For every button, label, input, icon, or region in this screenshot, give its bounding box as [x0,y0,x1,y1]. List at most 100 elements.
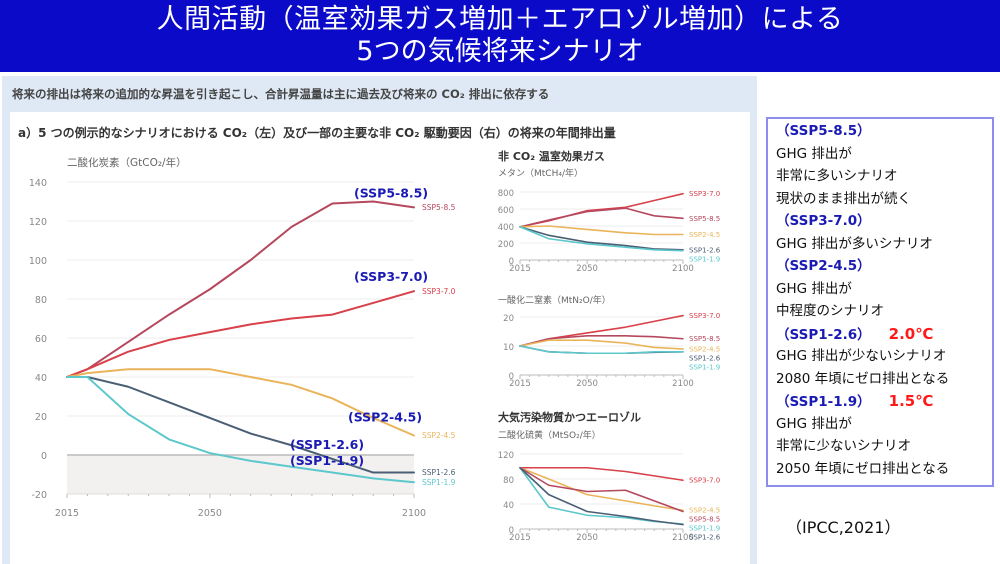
scenario-description: GHG 排出が [776,280,852,298]
series-line-ssp245 [519,466,684,512]
x-tick-label: 2015 [509,379,531,389]
scenario-line-text: 非常に多いシナリオ [776,168,898,184]
scenario-description: 非常に少ないシナリオ [776,437,911,455]
x-tick-label: 2100 [672,379,694,389]
scenario-line-text: （SSP2-4.5） [776,258,871,274]
scenario-line-text: （SSP3-7.0） [776,213,871,229]
scenario-line-text: 2050 年頃にゼロ排出となる [776,460,950,477]
y-tick-label: 200 [498,240,514,250]
y-tick-label: -20 [31,490,47,501]
x-tick-label: 2050 [576,533,598,543]
scenario-description: 2050 年頃にゼロ排出となる [776,460,949,478]
scenario-line-text: 中程度のシナリオ [776,303,884,319]
series-end-label: SSP5-8.5 [422,203,456,212]
scenario-line-text: GHG 排出が [776,145,852,162]
scenario-line-text: 非常に少ないシナリオ [776,438,911,454]
series-end-label: SSP3-7.0 [689,190,720,198]
scenario-annotation: (SSP2-4.5) [348,410,422,425]
series-end-label: SSP5-8.5 [689,335,720,343]
series-line-ssp119 [66,376,415,484]
scenario-line-text: 現状のまま排出が続く [776,190,911,207]
chart-group-title: 非 CO₂ 温室効果ガス [498,149,605,163]
scenario-annotation: (SSP3-7.0) [354,269,428,284]
x-tick-label: 2015 [55,508,79,519]
y-tick-label: 0 [41,451,47,462]
scenario-line-text: （SSP1-2.6） [776,326,871,343]
x-tick-label: 2015 [509,533,531,543]
scenario-legend-box: （SSP5-8.5） GHG 排出が 非常に多いシナリオ 現状のまま排出が続く （SSP… [766,117,994,487]
chart-title: 一酸化二窒素（MtN₂O/年） [498,294,611,306]
scenario-heading: （SSP1-2.6） 2.0℃ [776,325,933,344]
series-end-label: SSP1-1.9 [689,363,720,371]
scenario-description: GHG 排出が [776,415,852,433]
scenario-line-text: GHG 排出が [776,280,852,297]
series-end-label: SSP1-2.6 [422,468,456,477]
scenario-line-text: GHG 排出が多いシナリオ [776,235,933,252]
title-line-1: 人間活動（温室効果ガス増加＋エアロゾル増加）による [156,4,844,35]
scenario-annotation: (SSP1-1.9) [290,453,364,468]
series-end-label: SSP2-4.5 [689,345,720,353]
y-tick-label: 40 [503,501,514,511]
chart-title: 二酸化炭素（GtCO₂/年） [67,156,187,169]
y-tick-label: 140 [29,178,47,189]
scenario-description: 2080 年頃にゼロ排出となる [776,370,949,388]
series-line-ssp245 [66,368,415,437]
series-line-ssp119 [519,226,684,252]
series-end-label: SSP3-7.0 [422,287,456,296]
scenario-heading: （SSP5-8.5） [776,122,871,140]
series-line-ssp585 [519,466,684,513]
series-end-label: SSP1-2.6 [689,246,721,254]
y-tick-label: 80 [503,476,514,486]
scenario-line-text: GHG 排出が [776,415,852,432]
x-tick-label: 2100 [672,264,694,274]
y-tick-label: 120 [29,217,47,228]
negative-region [67,455,414,494]
y-tick-label: 20 [503,314,514,324]
x-tick-label: 2015 [509,264,531,274]
y-tick-label: 400 [498,223,514,233]
y-tick-label: 40 [35,373,47,384]
series-line-ssp585 [66,200,415,378]
scenario-line-text: 2080 年頃にゼロ排出となる [776,370,950,387]
section-title: a）5 つの例示的なシナリオにおける CO₂（左）及び一部の主要な非 CO₂ 駆… [18,126,616,140]
series-line-ssp585 [519,335,684,347]
series-end-label: SSP2-4.5 [689,231,720,239]
series-line-ssp126 [519,226,684,251]
scenario-description: GHG 排出が多いシナリオ [776,235,933,253]
series-end-label: SSP1-2.6 [689,534,721,542]
series-line-ssp370 [519,466,684,482]
scenario-annotation: (SSP1-2.6) [290,437,364,452]
y-tick-label: 600 [498,206,514,216]
y-tick-label: 120 [498,451,514,461]
x-tick-label: 2050 [576,264,598,274]
scenario-line-text: （SSP5-8.5） [776,123,871,139]
x-tick-label: 2050 [198,508,222,519]
y-tick-label: 800 [498,189,514,199]
series-end-label: SSP1-1.9 [689,255,720,263]
series-end-label: SSP5-8.5 [689,516,720,524]
warming-level: 1.5℃ [888,392,934,410]
scenario-description: 現状のまま排出が続く [776,190,911,208]
series-end-label: SSP5-8.5 [689,215,720,223]
series-end-label: SSP1-1.9 [422,478,456,487]
series-line-ssp585 [519,207,684,228]
x-tick-label: 2050 [576,379,598,389]
non-co2-charts: 非 CO₂ 温室効果ガスメタン（MtCH₄/年）8006004002000201… [498,149,721,543]
series-line-ssp119 [519,345,684,355]
figure-subtitle: 将来の排出は将来の追加的な昇温を引き起こし、合計昇温量は主に過去及び将来の CO… [12,87,550,101]
chart-title: メタン（MtCH₄/年） [498,167,583,179]
scenario-description: 非常に多いシナリオ [776,167,898,185]
y-tick-label: 0 [509,372,514,382]
series-end-label: SSP3-7.0 [689,312,720,320]
series-end-label: SSP2-4.5 [422,431,456,440]
y-tick-label: 0 [509,257,514,267]
series-line-ssp245 [519,225,684,236]
chart-0: 二酸化炭素（GtCO₂/年） 140 120 100 80 60 40 20 0 -20 2015 2… [29,156,456,519]
series-end-label: SSP3-7.0 [689,477,720,485]
series-end-label: SSP1-1.9 [689,525,720,533]
scenario-description: 中程度のシナリオ [776,302,884,320]
series-line-ssp126 [66,376,415,474]
